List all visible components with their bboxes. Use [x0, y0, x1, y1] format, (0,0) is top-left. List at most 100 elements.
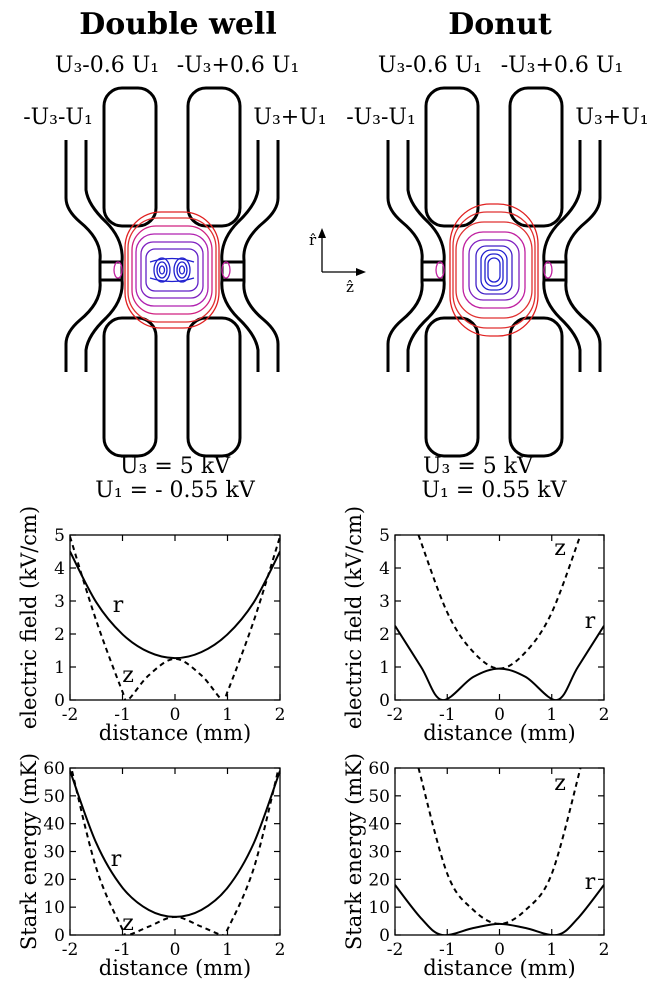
electrode-bottom-left [102, 316, 158, 458]
y-tick-label: 0 [379, 926, 390, 946]
y-tick-label: 60 [368, 759, 390, 779]
rod-right-outer [242, 140, 280, 372]
right-param-u1: U₁ = 0.55 kV [422, 478, 568, 503]
x-tick-label: 2 [275, 705, 286, 725]
x-tick-label: 2 [275, 940, 286, 960]
y-tick-label: 0 [54, 691, 65, 711]
y-tick-label: 30 [43, 843, 65, 863]
y-tick-label: 4 [379, 559, 390, 579]
series-r-label: r [113, 593, 124, 618]
side-left-voltage-label: -U₃-U₁ [346, 105, 416, 130]
y-tick-label: 30 [368, 843, 390, 863]
series-z-line [417, 535, 582, 670]
y-tick-label: 40 [43, 815, 65, 835]
x-tick-label: 1 [222, 705, 233, 725]
right-param-u3: U₃ = 5 kV [423, 454, 534, 479]
left-param-u3: U₃ = 5 kV [120, 454, 231, 479]
x-tick-label: -2 [387, 940, 404, 960]
y-tick-label: 5 [54, 526, 65, 546]
donut-title: Donut [448, 7, 552, 42]
x-tick-label: -1 [439, 705, 456, 725]
electrode-bottom-right [186, 316, 242, 458]
y-tick-label: 0 [379, 691, 390, 711]
chart-donut-field: -2 -1 0 1 2 0 1 2 3 4 5 distance (mm) electric field… [342, 506, 609, 745]
donut-panel: Donut U₃-0.6 U₁ -U₃+0.6 U₁ -U₃-U₁ U₃+U₁ [346, 7, 648, 503]
y-tick-label: 5 [379, 526, 390, 546]
x-tick-label: 1 [546, 705, 557, 725]
y-tick-label: 4 [54, 559, 65, 579]
electrode-top-left [102, 86, 158, 228]
x-tick-label: 2 [599, 940, 610, 960]
series-r-line [70, 551, 280, 660]
x-tick-label: -2 [387, 705, 404, 725]
x-axis-title: distance (mm) [423, 721, 576, 745]
x-tick-label: -1 [114, 940, 131, 960]
chart-double-well-field: -2 -1 0 1 2 0 1 2 3 4 5 distance (mm) electric field… [17, 506, 285, 745]
top-left-voltage-label: U₃-0.6 U₁ [378, 53, 482, 78]
electrode-top-right [186, 86, 242, 228]
y-tick-label: 50 [368, 787, 390, 807]
series-z-line [70, 536, 280, 700]
x-tick-label: -1 [439, 940, 456, 960]
y-tick-label: 60 [43, 759, 65, 779]
series-r-label: r [585, 870, 596, 895]
y-tick-label: 0 [54, 926, 65, 946]
y-tick-label: 1 [54, 658, 65, 678]
x-axis-title: distance (mm) [99, 956, 252, 980]
x-tick-label: 0 [494, 705, 505, 725]
series-z-line [70, 768, 280, 935]
series-r-line [395, 625, 604, 700]
side-right-voltage-label: U₃+U₁ [575, 105, 648, 130]
x-axis-title: distance (mm) [423, 956, 576, 980]
x-tick-label: 0 [494, 940, 505, 960]
left-param-u1: U₁ = - 0.55 kV [95, 478, 256, 503]
side-right-voltage-label: U₃+U₁ [253, 105, 326, 130]
y-tick-label: 2 [379, 625, 390, 645]
y-axis-title: electric field (kV/cm) [342, 506, 366, 729]
x-tick-label: -2 [62, 940, 79, 960]
double-well-contours [113, 211, 231, 329]
x-tick-label: -1 [114, 705, 131, 725]
z-hat-label: ẑ [346, 278, 354, 296]
x-tick-label: 1 [546, 940, 557, 960]
y-tick-label: 3 [54, 592, 65, 612]
x-tick-label: 1 [222, 940, 233, 960]
double-well-panel: Double well U₃-0.6 U₁ -U₃+0.6 U₁ -U₃-U₁ … [23, 7, 326, 503]
electrode-set [386, 86, 602, 458]
axes-indicator: r̂ ẑ [309, 228, 366, 296]
y-tick-label: 10 [368, 898, 390, 918]
arrow-up-icon [318, 228, 326, 238]
donut-contours [435, 203, 553, 337]
series-z-label: z [554, 536, 566, 561]
electrode-set [64, 86, 280, 458]
y-axis-title: Stark energy (mK) [342, 753, 366, 950]
y-tick-label: 3 [379, 592, 390, 612]
top-right-voltage-label: -U₃+0.6 U₁ [177, 53, 300, 78]
series-z-line [417, 768, 582, 925]
x-tick-label: 0 [170, 705, 181, 725]
series-z-label: z [122, 663, 134, 688]
series-r-label: r [111, 847, 122, 872]
y-tick-label: 1 [379, 658, 390, 678]
side-left-voltage-label: -U₃-U₁ [23, 105, 93, 130]
y-tick-label: 50 [43, 787, 65, 807]
y-tick-label: 10 [43, 898, 65, 918]
plot-frame [69, 767, 281, 936]
r-hat-label: r̂ [309, 231, 317, 249]
double-well-title: Double well [79, 7, 276, 42]
y-axis-title: electric field (kV/cm) [17, 506, 41, 729]
y-tick-label: 40 [368, 815, 390, 835]
y-axis-title: Stark energy (mK) [17, 753, 41, 950]
x-axis-title: distance (mm) [99, 721, 252, 745]
series-r-label: r [585, 609, 596, 634]
y-tick-label: 20 [368, 870, 390, 890]
top-left-voltage-label: U₃-0.6 U₁ [55, 53, 159, 78]
x-tick-label: 2 [599, 705, 610, 725]
rod-left-outer [64, 140, 102, 372]
series-r-line [395, 884, 604, 935]
x-tick-label: 0 [170, 940, 181, 960]
